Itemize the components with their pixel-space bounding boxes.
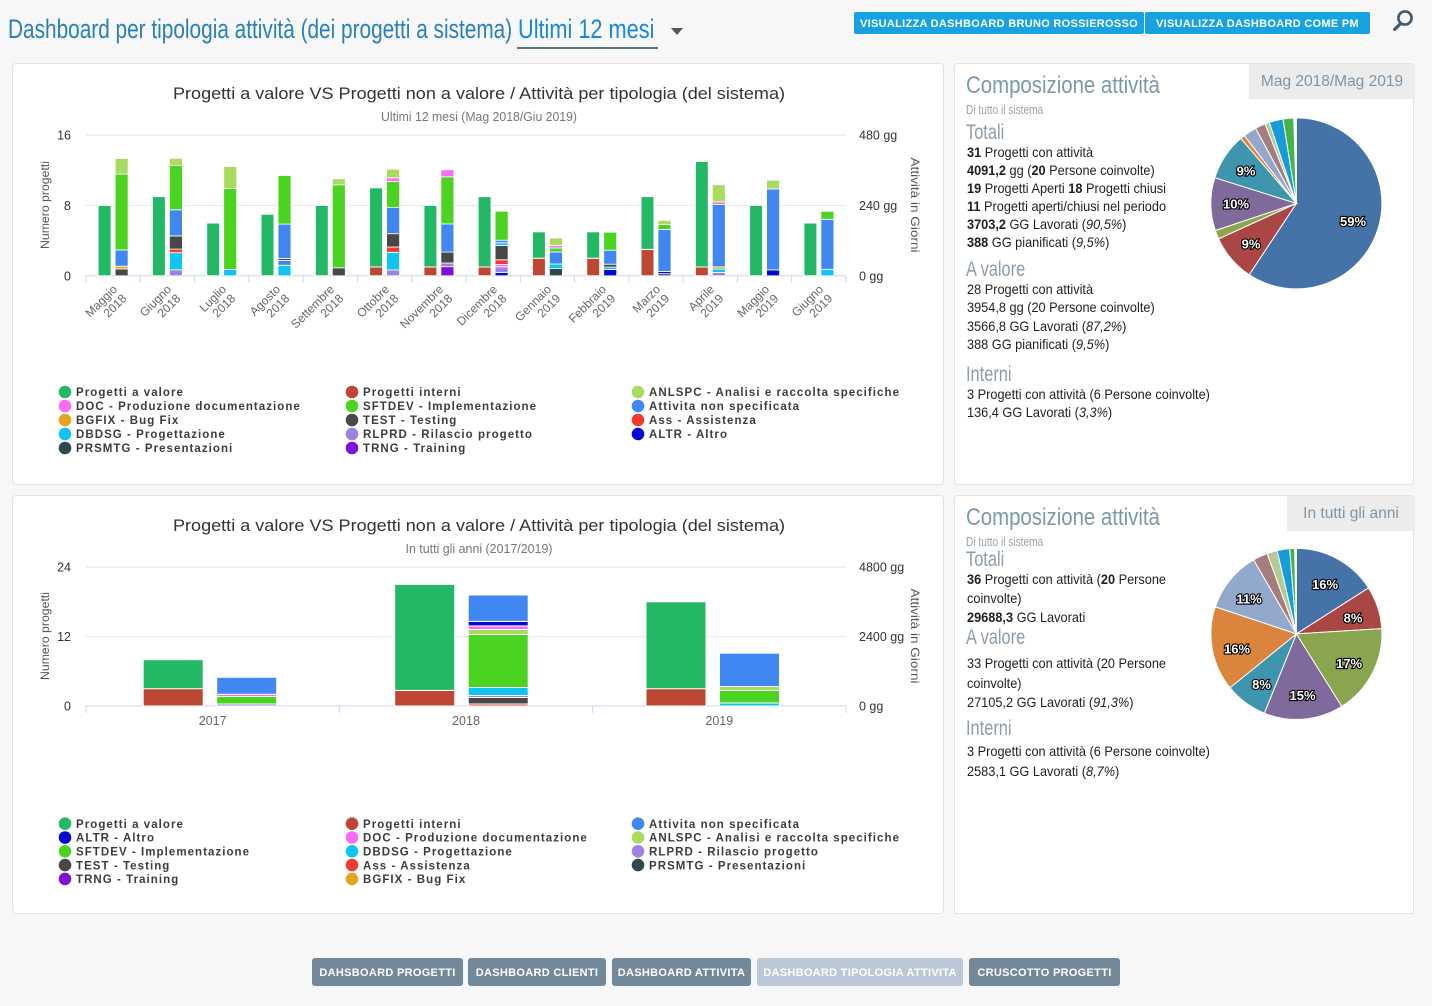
svg-text:Ottobre2018: Ottobre2018 xyxy=(354,282,402,330)
svg-text:480 gg: 480 gg xyxy=(859,129,897,143)
svg-text:0: 0 xyxy=(64,269,71,283)
svg-text:Luglio2018: Luglio2018 xyxy=(197,282,239,324)
svg-text:4800 gg: 4800 gg xyxy=(859,561,904,575)
svg-text:Agosto2018: Agosto2018 xyxy=(247,282,293,328)
svg-text:2400 gg: 2400 gg xyxy=(859,630,904,644)
svg-text:BGFIX - Bug Fix: BGFIX - Bug Fix xyxy=(363,874,466,886)
svg-text:Attività in Giorni: Attività in Giorni xyxy=(908,158,922,253)
svg-text:Dicembre2018: Dicembre2018 xyxy=(454,282,510,338)
svg-text:Marzo2019: Marzo2019 xyxy=(630,282,673,325)
svg-text:Ass - Assistenza: Ass - Assistenza xyxy=(649,415,757,427)
svg-text:ALTR - Altro: ALTR - Altro xyxy=(76,833,155,845)
svg-text:0: 0 xyxy=(64,700,71,714)
svg-text:Attivita non specificata: Attivita non specificata xyxy=(649,401,800,413)
svg-text:Progetti a valore: Progetti a valore xyxy=(76,387,184,399)
svg-text:DOC - Produzione documentazion: DOC - Produzione documentazione xyxy=(363,833,588,845)
svg-text:2017: 2017 xyxy=(199,714,227,728)
svg-text:Numero progetti: Numero progetti xyxy=(38,592,52,680)
svg-text:9%: 9% xyxy=(1237,164,1256,179)
svg-text:8%: 8% xyxy=(1252,677,1271,692)
svg-text:Aprile2019: Aprile2019 xyxy=(686,282,727,323)
svg-text:TEST - Testing: TEST - Testing xyxy=(363,415,457,427)
svg-text:SFTDEV - Implementazione: SFTDEV - Implementazione xyxy=(363,401,537,413)
svg-text:ANLSPC - Analisi e raccolta sp: ANLSPC - Analisi e raccolta specifiche xyxy=(649,833,900,845)
svg-text:In tutti gli anni (2017/2019): In tutti gli anni (2017/2019) xyxy=(406,541,553,556)
svg-text:Ultimi 12 mesi (Mag 2018/Giu 2: Ultimi 12 mesi (Mag 2018/Giu 2019) xyxy=(381,109,577,124)
svg-text:11%: 11% xyxy=(1236,592,1262,607)
svg-text:DBDSG - Progettazione: DBDSG - Progettazione xyxy=(363,847,513,859)
svg-text:DOC - Produzione documentazion: DOC - Produzione documentazione xyxy=(76,401,301,413)
svg-text:Gennaio2019: Gennaio2019 xyxy=(512,282,563,333)
svg-text:SFTDEV - Implementazione: SFTDEV - Implementazione xyxy=(76,847,250,859)
svg-text:Settembre2018: Settembre2018 xyxy=(288,282,346,340)
svg-text:Maggio2019: Maggio2019 xyxy=(734,282,781,329)
svg-text:16: 16 xyxy=(57,129,71,143)
svg-text:2019: 2019 xyxy=(705,714,733,728)
svg-text:16%: 16% xyxy=(1224,642,1250,657)
svg-text:Progetti a valore VS Progetti: Progetti a valore VS Progetti non a valo… xyxy=(173,84,785,103)
svg-text:10%: 10% xyxy=(1223,197,1249,212)
svg-text:Progetti a valore: Progetti a valore xyxy=(76,819,184,831)
svg-text:8: 8 xyxy=(64,199,71,213)
svg-text:PRSMTG - Presentazioni: PRSMTG - Presentazioni xyxy=(649,860,806,872)
svg-text:Maggio2018: Maggio2018 xyxy=(82,282,129,329)
svg-text:12: 12 xyxy=(57,630,71,644)
svg-text:RLPRD - Rilascio progetto: RLPRD - Rilascio progetto xyxy=(363,429,533,441)
svg-text:TRNG - Training: TRNG - Training xyxy=(363,443,466,455)
svg-text:ALTR - Altro: ALTR - Altro xyxy=(649,429,728,441)
svg-text:RLPRD - Rilascio progetto: RLPRD - Rilascio progetto xyxy=(649,847,819,859)
svg-text:0 gg: 0 gg xyxy=(859,269,883,283)
svg-text:0 gg: 0 gg xyxy=(859,700,883,714)
svg-text:240 gg: 240 gg xyxy=(859,199,897,213)
svg-text:8%: 8% xyxy=(1344,611,1363,626)
svg-text:24: 24 xyxy=(57,561,71,575)
svg-text:Progetti interni: Progetti interni xyxy=(363,387,462,399)
svg-text:17%: 17% xyxy=(1336,656,1362,671)
svg-text:9%: 9% xyxy=(1242,237,1261,252)
svg-text:Progetti a valore VS Progetti: Progetti a valore VS Progetti non a valo… xyxy=(173,516,785,535)
svg-text:Numero progetti: Numero progetti xyxy=(38,161,52,249)
svg-text:Ass - Assistenza: Ass - Assistenza xyxy=(363,860,471,872)
svg-text:Giugno2019: Giugno2019 xyxy=(789,282,836,329)
svg-text:16%: 16% xyxy=(1312,577,1338,592)
svg-text:Attivita non specificata: Attivita non specificata xyxy=(649,819,800,831)
svg-text:TRNG - Training: TRNG - Training xyxy=(76,874,179,886)
svg-text:Progetti interni: Progetti interni xyxy=(363,819,462,831)
svg-text:59%: 59% xyxy=(1340,214,1366,229)
svg-text:Febbraio2019: Febbraio2019 xyxy=(566,282,619,335)
svg-text:2018: 2018 xyxy=(452,714,480,728)
svg-text:TEST - Testing: TEST - Testing xyxy=(76,860,170,872)
svg-text:Attività in Giorni: Attività in Giorni xyxy=(908,589,922,684)
svg-text:PRSMTG - Presentazioni: PRSMTG - Presentazioni xyxy=(76,443,233,455)
svg-text:DBDSG - Progettazione: DBDSG - Progettazione xyxy=(76,429,226,441)
svg-text:BGFIX - Bug Fix: BGFIX - Bug Fix xyxy=(76,415,179,427)
svg-text:15%: 15% xyxy=(1289,688,1315,703)
svg-text:ANLSPC - Analisi e raccolta sp: ANLSPC - Analisi e raccolta specifiche xyxy=(649,387,900,399)
svg-text:Novembre2018: Novembre2018 xyxy=(397,282,455,340)
svg-text:Giugno2018: Giugno2018 xyxy=(137,282,184,329)
